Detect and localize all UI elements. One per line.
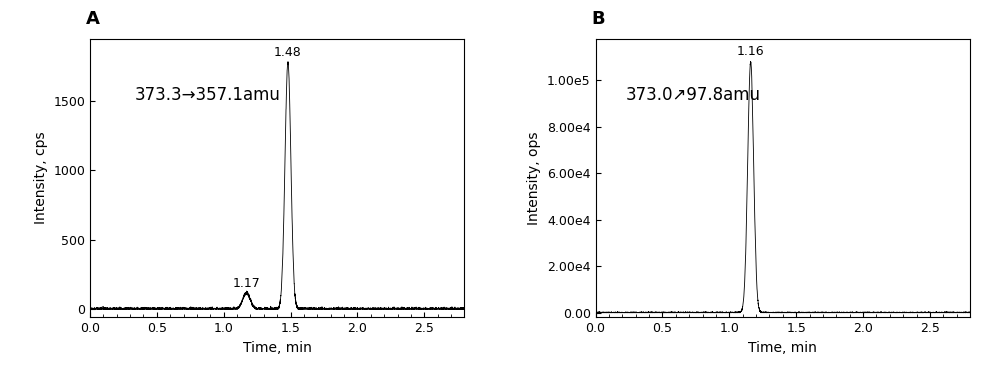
- Text: 373.3→357.1amu: 373.3→357.1amu: [135, 86, 281, 104]
- X-axis label: Time, min: Time, min: [748, 341, 817, 355]
- Text: B: B: [592, 10, 605, 27]
- Text: 1.16: 1.16: [737, 45, 764, 58]
- Text: A: A: [86, 10, 100, 27]
- Text: 1.17: 1.17: [233, 277, 260, 290]
- Text: 373.0↗97.8amu: 373.0↗97.8amu: [625, 86, 760, 104]
- X-axis label: Time, min: Time, min: [243, 341, 312, 355]
- Text: 1.48: 1.48: [274, 46, 302, 60]
- Y-axis label: Intensity, ops: Intensity, ops: [527, 131, 541, 225]
- Y-axis label: Intensity, cps: Intensity, cps: [34, 132, 48, 224]
